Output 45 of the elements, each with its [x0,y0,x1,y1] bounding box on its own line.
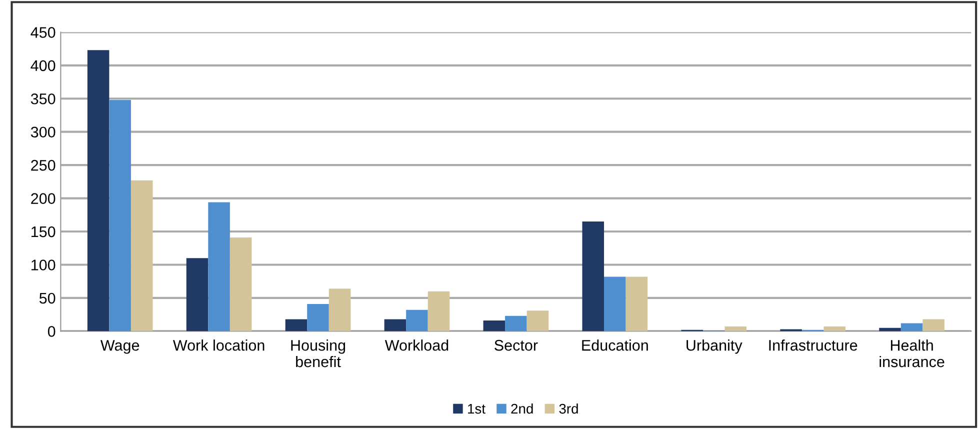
x-tick-label: Health insurance [880,340,944,368]
bar [307,304,329,332]
bar [208,202,230,332]
bar [285,319,308,332]
bar [328,288,351,332]
bar [230,237,252,332]
bar [87,50,110,332]
bar [406,310,428,332]
bar [384,319,406,332]
y-tick-label: 0 [48,326,56,337]
y-tick-label: 400 [30,60,56,72]
y-tick-label: 350 [30,93,56,104]
bar [186,258,208,332]
x-tick-label: Education [582,340,648,351]
bar [922,319,944,332]
x-tick-label: Infrastructure [769,340,858,351]
bar [724,326,747,332]
legend-label: 1st [468,404,486,414]
y-tick-label: 100 [32,260,56,270]
bar [824,326,846,332]
y-tick-label: 150 [32,226,56,238]
y-tick-label: 300 [30,126,56,138]
bar [483,320,506,332]
bar [428,291,450,332]
bar [526,310,549,332]
x-tick-label: Workload [384,340,448,351]
bar [582,222,604,332]
bar [109,100,131,332]
bar [626,276,648,332]
bar [130,180,153,332]
x-tick-label: Urbanity [686,340,742,354]
x-tick-label: Housing benefit [291,340,346,368]
x-tick-label: Sector [494,340,538,351]
bar [900,323,923,332]
legend-label: 3rd [559,403,578,414]
bar [604,276,626,332]
bar [879,328,901,332]
y-tick-label: 250 [31,160,56,171]
x-tick-label: Wage [100,340,140,354]
y-tick-label: 50 [39,292,56,304]
x-tick-label: Work location [172,340,264,351]
y-tick-label: 200 [31,193,56,204]
bar [505,316,527,332]
y-tick-label: 450 [30,27,56,38]
legend-label: 2nd [511,403,533,414]
